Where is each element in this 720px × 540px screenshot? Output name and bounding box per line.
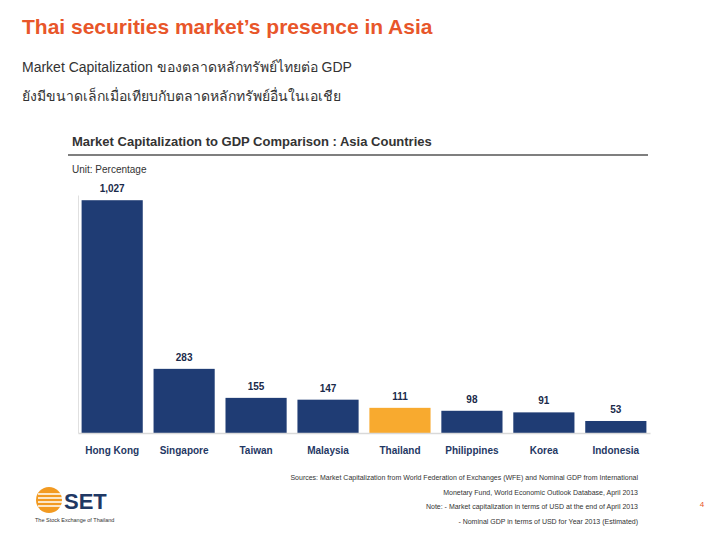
data-label: 147 bbox=[320, 383, 337, 394]
y-axis bbox=[78, 196, 79, 434]
x-axis: Hong Kong Singapore Taiwan Malaysia Thailand… bbox=[79, 434, 651, 457]
source-note: Sources: Market Capitalization from Worl… bbox=[290, 474, 638, 482]
bar bbox=[585, 421, 646, 433]
x-tick: Singapore bbox=[160, 445, 209, 456]
x-tick: Taiwan bbox=[239, 445, 272, 456]
source-note: Monetary Fund, World Economic Outlook Da… bbox=[443, 489, 638, 497]
slide-title: Thai securities market’s presence in Asi… bbox=[22, 15, 433, 38]
bar bbox=[369, 408, 430, 433]
x-tick-label: Thailand bbox=[379, 445, 420, 456]
page-number: 4 bbox=[700, 500, 705, 509]
data-label: 53 bbox=[610, 404, 622, 415]
bar bbox=[297, 400, 358, 433]
unit-label: Unit: Percentage bbox=[72, 164, 147, 175]
bar bbox=[513, 412, 574, 433]
slide-subtitle: ยังมีขนาดเล็กเมื่อเทียบกับตลาดหลักทรัพย์… bbox=[22, 87, 341, 104]
logo-stripe bbox=[38, 501, 62, 503]
bar bbox=[441, 411, 502, 433]
logo-stripe bbox=[38, 497, 62, 499]
y-axis-line bbox=[78, 196, 79, 434]
logo-tagline: The Stock Exchange of Thailand bbox=[35, 517, 114, 523]
source-note: Note: - Market capitalization in terms o… bbox=[426, 503, 638, 511]
slide: Thai securities market’s presence in Asi… bbox=[0, 0, 720, 540]
x-tick-label: Malaysia bbox=[307, 445, 349, 456]
bar bbox=[82, 200, 143, 433]
x-tick-label: Singapore bbox=[160, 445, 209, 456]
data-labels: 1,027 283 155 147 111 98 91 53 bbox=[100, 183, 622, 415]
logo-mark bbox=[36, 487, 62, 513]
source-note: - Nominal GDP in terms of USD for Year 2… bbox=[458, 518, 638, 526]
bar bbox=[225, 398, 286, 433]
x-tick-label: Philippines bbox=[445, 445, 499, 456]
bar bbox=[154, 369, 215, 433]
x-tick: Indonesia bbox=[592, 445, 639, 456]
x-tick: Hong Kong bbox=[85, 445, 139, 456]
x-tick-label: Korea bbox=[530, 445, 559, 456]
x-axis-line bbox=[79, 433, 651, 435]
data-label: 111 bbox=[392, 391, 408, 402]
logo-stripe bbox=[38, 505, 62, 507]
title-rule bbox=[68, 154, 648, 156]
data-label: 91 bbox=[538, 395, 550, 406]
x-tick-label: Taiwan bbox=[239, 445, 272, 456]
bars bbox=[82, 200, 647, 433]
chart-title: Market Capitalization to GDP Comparison … bbox=[72, 134, 432, 149]
logo-stripe bbox=[38, 493, 62, 495]
data-label: 283 bbox=[176, 352, 193, 363]
x-tick-label: Hong Kong bbox=[85, 445, 139, 456]
logo-name: SET bbox=[64, 489, 107, 514]
x-tick: Korea bbox=[530, 445, 559, 456]
logo: SET The Stock Exchange of Thailand bbox=[35, 487, 114, 523]
data-label: 1,027 bbox=[100, 183, 125, 194]
x-tick-label: Indonesia bbox=[592, 445, 639, 456]
data-label: 155 bbox=[248, 381, 265, 392]
x-tick: Malaysia bbox=[307, 445, 349, 456]
slide-subtitle: Market Capitalization ของตลาดหลักทรัพย์ไ… bbox=[22, 59, 352, 75]
x-tick: Philippines bbox=[445, 445, 499, 456]
x-tick: Thailand bbox=[379, 445, 420, 456]
data-label: 98 bbox=[466, 394, 478, 405]
